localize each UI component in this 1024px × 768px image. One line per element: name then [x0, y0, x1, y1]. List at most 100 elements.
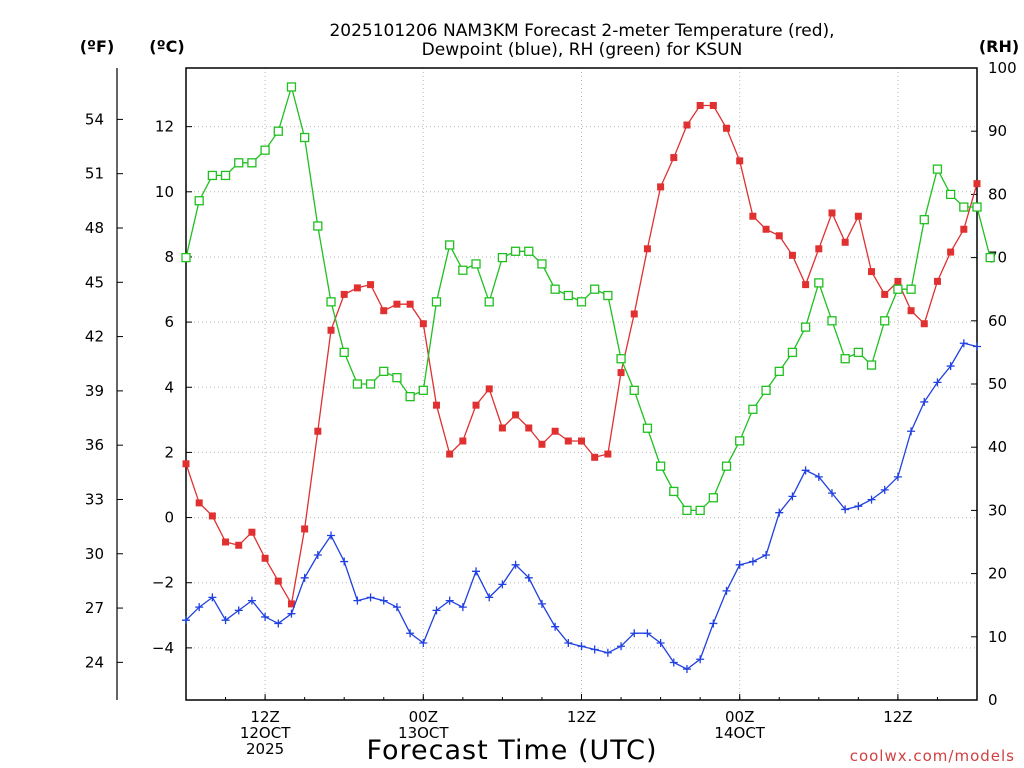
rh-tick-label: 60 — [988, 312, 1007, 330]
temperature-point — [538, 440, 546, 448]
rh-point — [840, 354, 850, 364]
temperature-point — [432, 401, 440, 409]
rh-point — [735, 436, 745, 446]
rh-point — [207, 170, 218, 181]
dewpoint-point — [406, 629, 415, 638]
rh-point — [247, 158, 257, 168]
rh-unit-label: (RH) — [979, 37, 1019, 56]
temperature-point — [327, 326, 335, 334]
temperature-point — [485, 385, 493, 393]
dewpoint-point — [775, 508, 784, 517]
rh-point — [339, 347, 349, 358]
rh-tick-label: 40 — [988, 438, 1007, 456]
dewpoint-point — [656, 638, 665, 647]
rh-point — [484, 297, 494, 307]
rh-point — [945, 189, 956, 200]
dewpoint-point — [300, 573, 309, 582]
temperature-point — [617, 369, 625, 377]
rh-point — [629, 385, 639, 395]
rh-point — [655, 461, 666, 471]
dewpoint-point — [696, 655, 705, 664]
temperature-point — [314, 427, 322, 435]
dewpoint-point — [472, 567, 481, 576]
dewpoint-point — [735, 560, 744, 569]
rh-tick-label: 50 — [988, 375, 1007, 393]
temperature-point — [406, 300, 414, 308]
rh-point — [471, 259, 481, 269]
x-tick-label: 12Z — [250, 708, 279, 726]
rh-point — [787, 347, 798, 358]
chart-title: 2025101206 NAM3KM Forecast 2-meter Tempe… — [329, 21, 834, 60]
temperature-point — [947, 248, 955, 256]
temperature-point — [696, 101, 704, 109]
rh-point — [537, 259, 547, 269]
fahrenheit-tick-label: 45 — [85, 273, 104, 291]
dewpoint-point — [788, 492, 797, 501]
dewpoint-point — [247, 596, 256, 605]
temperature-point — [301, 525, 309, 533]
temperature-point — [868, 268, 876, 276]
rh-point — [959, 202, 969, 212]
temperature-point — [578, 437, 585, 445]
rh-point — [972, 202, 982, 212]
rh-point — [563, 290, 573, 301]
dewpoint-point — [485, 593, 494, 602]
rh-point — [695, 505, 705, 516]
rh-point — [721, 461, 732, 471]
dewpoint-point — [313, 551, 322, 560]
rh-point — [458, 265, 468, 275]
rh-point — [313, 221, 323, 231]
celsius-tick-label: 2 — [164, 443, 174, 461]
rh-point — [326, 297, 336, 307]
dewpoint-point — [709, 619, 718, 628]
rh-point — [234, 158, 244, 168]
rh-point — [827, 316, 837, 326]
x-tick-label: 12Z — [883, 708, 912, 726]
rh-point — [379, 366, 389, 377]
x-tick-label: 12OCT — [240, 724, 291, 742]
rh-tick-label: 30 — [988, 501, 1007, 519]
rh-point — [800, 322, 811, 332]
temperature-point — [683, 121, 691, 129]
rh-point — [866, 360, 877, 370]
temperature-point — [933, 277, 941, 285]
fahrenheit-tick-label: 36 — [85, 436, 104, 454]
temperature-point — [670, 154, 678, 162]
temperature-point — [182, 460, 190, 468]
dewpoint-point — [353, 596, 362, 605]
dewpoint-point — [577, 642, 586, 651]
rh-point — [774, 366, 784, 377]
dewpoint-point — [682, 665, 691, 674]
celsius-tick-label: 10 — [155, 183, 174, 201]
temperature-point — [591, 453, 599, 461]
dewpoint-point — [617, 642, 626, 651]
fahrenheit-tick-label: 39 — [85, 382, 104, 400]
dewpoint-point — [340, 557, 349, 566]
temperature-point — [419, 320, 427, 328]
rh-point — [497, 252, 508, 263]
rh-point — [392, 373, 402, 383]
temperature-point — [643, 245, 651, 253]
temperature-point — [353, 284, 361, 292]
temperature-point — [828, 209, 836, 217]
temperature-point — [815, 245, 823, 253]
celsius-tick-label: 12 — [155, 118, 174, 136]
dewpoint-point — [537, 599, 546, 608]
temperature-point — [367, 281, 375, 289]
celsius-tick-label: −2 — [152, 574, 174, 592]
temperature-point — [973, 180, 981, 188]
dewpoint-point — [498, 580, 507, 589]
temperature-point — [498, 424, 506, 432]
dewpoint-point — [195, 603, 204, 612]
plot-frame — [185, 67, 978, 701]
temperature-point — [274, 577, 282, 585]
dewpoint-point — [208, 593, 217, 602]
dewpoint-point — [722, 586, 731, 595]
dewpoint-point — [287, 609, 296, 618]
x-tick-label: 12Z — [567, 708, 596, 726]
dewpoint-point — [814, 472, 823, 481]
temperature-point — [762, 225, 770, 233]
dewpoint-point — [748, 557, 757, 566]
